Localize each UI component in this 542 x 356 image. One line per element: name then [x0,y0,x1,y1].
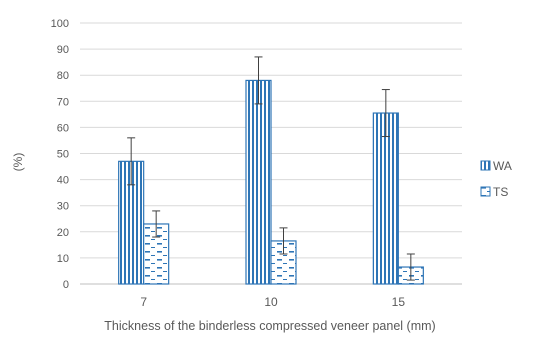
y-tick-label-100: 100 [51,18,69,30]
bar-wa-10 [245,79,272,285]
y-tick-label-70: 70 [57,96,69,108]
y-tick-label-20: 20 [57,227,69,239]
x-tick-label-10: 10 [264,295,278,309]
legend-swatch-wa [480,160,491,171]
y-tick-label-50: 50 [57,149,69,161]
y-tick-label-30: 30 [57,201,69,213]
legend-label-ts: TS [493,185,508,199]
y-tick-label-90: 90 [57,44,69,56]
x-axis-label: Thickness of the binderless compressed v… [104,319,435,333]
y-tick-label-80: 80 [57,70,69,82]
legend-swatch-ts [480,186,491,197]
bars [118,79,424,285]
y-tick-labels: 0 10 20 30 40 50 60 70 80 90 100 [51,18,69,291]
x-tick-label-7: 7 [140,295,147,309]
y-axis-label: (%) [11,153,25,172]
bar-wa-15 [372,112,399,285]
x-tick-labels: 7 10 15 [140,295,405,309]
y-tick-label-10: 10 [57,253,69,265]
legend-label-wa: WA [493,159,512,173]
x-tick-label-15: 15 [392,295,406,309]
error-bars [127,56,415,281]
legend: WA TS [480,159,512,199]
y-tick-label-60: 60 [57,122,69,134]
y-tick-label-40: 40 [57,175,69,187]
y-tick-label-0: 0 [63,279,69,291]
